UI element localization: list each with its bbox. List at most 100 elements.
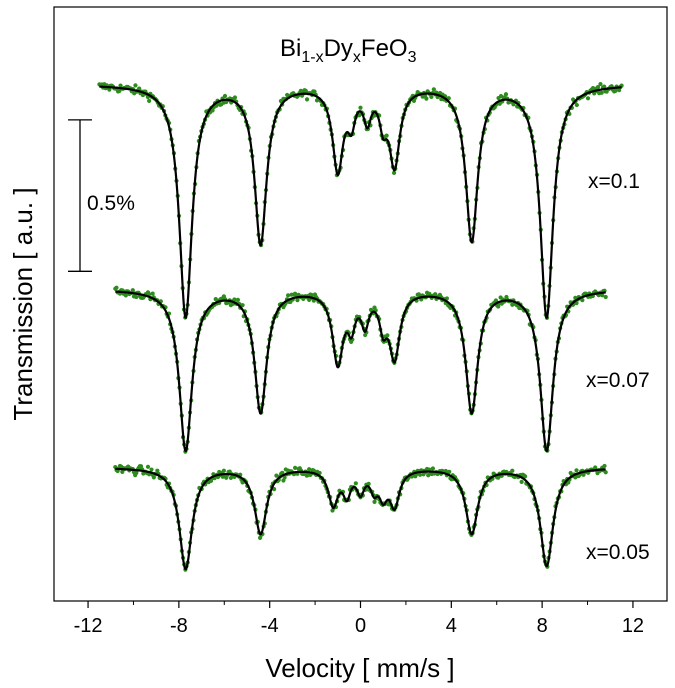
data-point [358,105,363,110]
data-point [282,475,287,480]
data-point [309,292,314,297]
data-point [232,297,237,302]
scale-bar: 0.5% [68,119,135,272]
data-point [617,88,622,93]
data-point [385,333,390,338]
data-point [602,463,607,469]
data-point [603,470,608,475]
data-point [133,83,138,88]
data-point [603,294,608,300]
data-point [107,87,112,92]
x-tick-label: -4 [261,615,279,637]
data-point [523,474,528,479]
spectrum-series-1 [113,285,608,454]
data-point [503,92,509,97]
data-point [424,96,429,101]
x-tick-label: 12 [622,615,644,637]
data-point [429,94,434,100]
series-label-x-0-1: x=0.1 [588,170,640,193]
data-point [227,469,232,474]
spectrum-series-2 [113,463,608,572]
data-point [366,481,371,486]
data-point [222,93,228,99]
data-point [130,288,135,293]
data-point [574,102,579,108]
data-point [430,466,435,471]
data-point [120,469,125,474]
x-tick-label: 4 [446,615,457,637]
data-point [599,90,604,95]
fit-curve [98,85,623,319]
series-label-x-0-07: x=0.07 [586,369,650,392]
data-point [221,468,226,473]
data-point [140,92,146,98]
data-point [433,292,438,297]
data-point [134,294,139,300]
data-point [580,298,585,303]
data-point [286,293,291,298]
data-point [114,285,119,290]
compound-formula-label: Bi1-xDyxFeO3 [280,35,417,66]
data-point [307,297,312,303]
data-point [274,473,279,478]
spectrum-series-0 [97,81,624,320]
data-point [123,293,128,298]
data-point [240,303,245,308]
data-point [293,465,298,470]
data-point [353,481,358,486]
data-point [493,298,499,303]
data-point [155,468,160,473]
data-point [295,298,300,303]
x-tick-label: 8 [537,615,548,637]
fit-curve [114,290,607,453]
data-point [600,293,605,298]
data-point [602,84,607,89]
data-point [137,86,142,91]
data-point [138,464,144,469]
data-point [147,98,152,104]
data-point [444,296,449,301]
x-tick-label: 0 [355,615,366,637]
data-point [519,479,524,484]
formula-sub-x: x [353,49,361,66]
data-point [235,297,240,302]
formula-bi: Bi [280,35,301,62]
data-point [149,467,154,472]
data-point [384,133,389,138]
data-point [307,467,312,472]
data-point [304,97,310,102]
data-point [151,475,156,480]
data-point [598,81,603,87]
data-point [595,85,601,90]
formula-feo: FeO [361,35,408,62]
data-point [210,108,215,113]
data-point [574,468,579,473]
x-tick-label: -8 [170,615,188,637]
data-point [585,96,591,101]
data-point [372,499,377,504]
data-point [447,469,452,474]
plot-area [97,81,624,572]
data-point [150,291,155,296]
data-point [391,170,397,175]
data-point [510,468,515,473]
data-point [145,464,151,469]
formula-sub-1x: 1-x [301,49,323,66]
data-point [228,475,233,481]
series-label-x-0-05: x=0.05 [586,541,650,564]
data-point [431,87,436,92]
data-point [280,470,285,475]
x-axis-label: Velocity [ mm/s ] [265,653,454,683]
formula-dy: Dy [324,35,353,62]
x-axis-ticks: -12 -8 -4 0 4 8 12 [74,601,644,637]
scale-bar-label: 0.5% [87,192,135,215]
data-point [568,470,573,476]
x-tick-label: -12 [74,615,103,637]
y-axis-label: Transmission [ a.u. ] [8,187,38,420]
fit-curve [114,467,607,571]
data-point [496,304,501,309]
data-point [232,95,238,100]
formula-sub-3: 3 [408,49,417,66]
data-point [417,472,423,477]
